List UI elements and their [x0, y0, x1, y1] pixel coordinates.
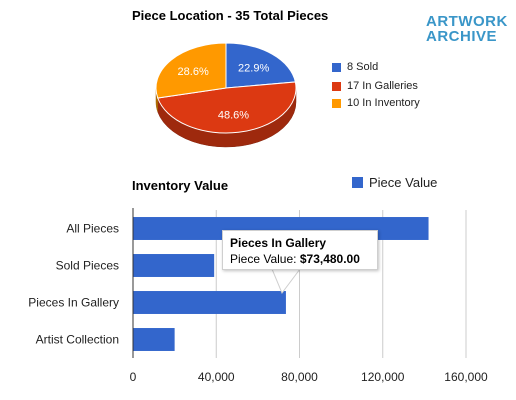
- logo-line-2: ARCHIVE: [426, 28, 498, 45]
- pie-legend-label-galleries: 17 In Galleries: [347, 80, 418, 92]
- bar-category-label-0: All Pieces: [66, 222, 119, 236]
- bar-legend-swatch: [352, 177, 363, 188]
- pie-legend-item-sold[interactable]: 8 Sold: [332, 61, 378, 73]
- bar-2: [133, 291, 286, 314]
- bar-tooltip: Pieces In Gallery Piece Value: $73,480.0…: [222, 230, 378, 270]
- pie-chart-title: Piece Location - 35 Total Pieces: [132, 8, 329, 23]
- bar-category-label-1: Sold Pieces: [56, 259, 119, 273]
- pie-legend-swatch-inventory: [332, 98, 341, 108]
- artwork-archive-logo: ARTWORK ARCHIVE: [426, 14, 508, 44]
- tooltip-line: Piece Value: $73,480.00: [230, 252, 377, 266]
- pie-percent-label-1: 48.6%: [218, 110, 249, 122]
- pie-percent-label-0: 22.9%: [238, 63, 269, 75]
- logo-line-1: ARTWORK: [426, 13, 508, 30]
- bar-x-tick-label-1: 40,000: [198, 370, 235, 384]
- bar-legend-label: Piece Value: [369, 175, 438, 190]
- bar-x-tick-label-3: 120,000: [361, 370, 405, 384]
- bar-category-label-3: Artist Collection: [36, 333, 119, 347]
- pie-legend-label-sold: 8 Sold: [347, 61, 379, 73]
- pie-slice-2: [155, 42, 227, 99]
- bar-x-tick-label-0: 0: [130, 370, 137, 384]
- pie-legend-label-inventory: 10 In Inventory: [347, 97, 420, 109]
- pie-legend-item-galleries[interactable]: 17 In Galleries: [332, 80, 418, 92]
- pie-slice-0: [225, 42, 296, 89]
- pie-legend-swatch-sold: [332, 62, 341, 72]
- tooltip-title: Pieces In Gallery: [230, 236, 327, 250]
- pie-legend-item-inventory[interactable]: 10 In Inventory: [332, 97, 420, 109]
- bar-legend-item[interactable]: Piece Value: [352, 175, 437, 190]
- pie-slice-1: [157, 81, 297, 134]
- tooltip-pointer: [271, 268, 301, 295]
- bar-3: [133, 328, 175, 351]
- bar-chart-title: Inventory Value: [132, 178, 229, 193]
- pie-percent-label-2: 28.6%: [178, 66, 209, 78]
- tooltip-value: $73,480.00: [299, 252, 360, 266]
- bar-1: [133, 254, 215, 277]
- bar-x-tick-label-4: 160,000: [444, 370, 488, 384]
- bar-category-label-2: Pieces In Gallery: [28, 296, 119, 310]
- tooltip-label: Piece Value:: [230, 252, 297, 266]
- bar-x-tick-label-2: 80,000: [281, 370, 318, 384]
- pie-legend-swatch-galleries: [332, 81, 341, 91]
